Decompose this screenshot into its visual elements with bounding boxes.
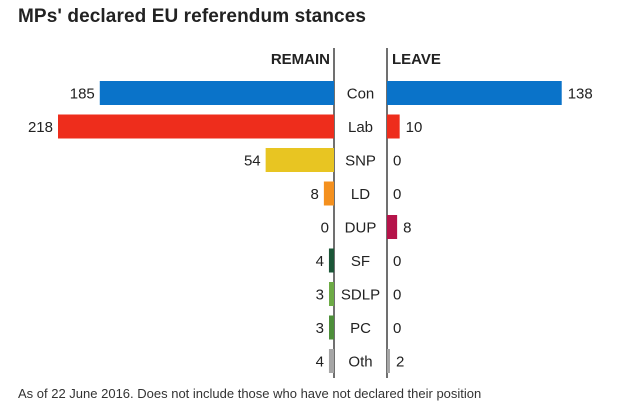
bar-leave-oth <box>387 349 390 373</box>
category-label-snp: SNP <box>345 153 376 170</box>
bar-leave-con <box>387 81 562 105</box>
category-label-sf: SF <box>351 253 370 270</box>
bar-remain-oth <box>328 349 334 373</box>
value-label-remain-pc: 3 <box>316 320 324 337</box>
value-label-remain-dup: 0 <box>321 220 329 237</box>
chart-title: MPs' declared EU referendum stances <box>18 6 367 27</box>
value-label-remain-sf: 4 <box>316 253 324 270</box>
value-label-leave-sdlp: 0 <box>393 287 401 304</box>
value-label-leave-pc: 0 <box>393 320 401 337</box>
bar-remain-snp <box>265 148 334 172</box>
value-label-remain-con: 185 <box>70 86 95 103</box>
value-label-remain-snp: 54 <box>244 153 261 170</box>
category-label-oth: Oth <box>348 354 372 371</box>
footnote: As of 22 June 2016. Does not include tho… <box>18 386 482 401</box>
value-label-leave-oth: 2 <box>396 354 404 371</box>
value-label-leave-lab: 10 <box>406 119 423 136</box>
bar-remain-sdlp <box>329 282 334 306</box>
category-label-con: Con <box>347 86 375 103</box>
bar-remain-pc <box>329 315 334 340</box>
value-label-remain-lab: 218 <box>28 119 53 136</box>
bar-remain-lab <box>58 114 334 139</box>
bar-leave-dup <box>387 215 398 239</box>
value-label-remain-oth: 4 <box>316 354 324 371</box>
value-label-remain-sdlp: 3 <box>316 287 324 304</box>
bar-remain-con <box>99 81 334 105</box>
category-label-lab: Lab <box>348 119 373 136</box>
value-label-remain-ld: 8 <box>311 186 319 203</box>
category-label-ld: LD <box>351 186 370 203</box>
bar-remain-sf <box>328 248 334 273</box>
value-label-leave-snp: 0 <box>393 153 401 170</box>
category-label-sdlp: SDLP <box>341 287 380 304</box>
category-label-pc: PC <box>350 320 371 337</box>
value-label-leave-dup: 8 <box>403 220 411 237</box>
value-label-leave-ld: 0 <box>393 186 401 203</box>
bar-remain-ld <box>323 181 334 206</box>
value-label-leave-con: 138 <box>568 86 593 103</box>
category-label-dup: DUP <box>345 220 377 237</box>
series-header-leave: LEAVE <box>392 51 441 68</box>
bar-leave-lab <box>387 114 400 139</box>
value-label-leave-sf: 0 <box>393 253 401 270</box>
series-header-remain: REMAIN <box>271 51 330 68</box>
